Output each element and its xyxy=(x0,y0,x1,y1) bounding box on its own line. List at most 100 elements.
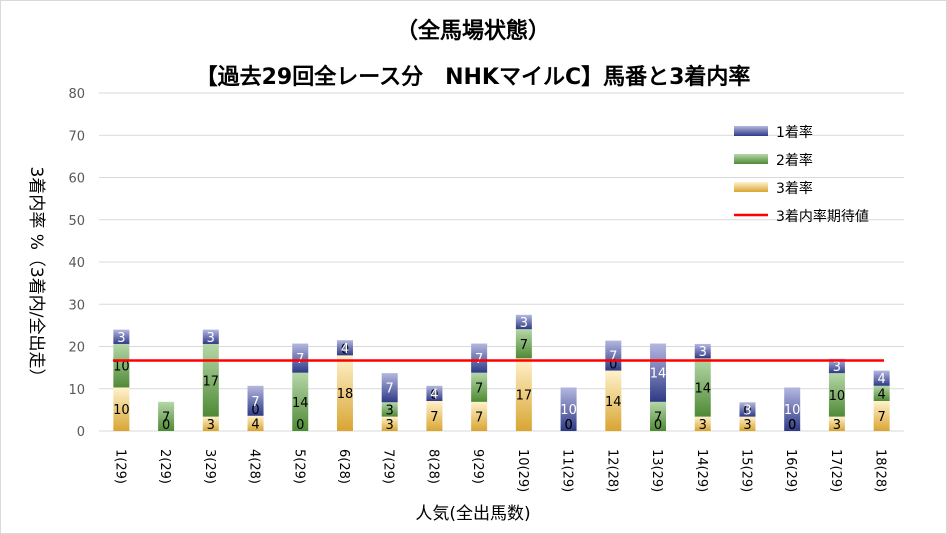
data-label: 0 xyxy=(251,403,259,418)
data-label: 0 xyxy=(788,418,796,433)
data-label: 3 xyxy=(386,418,394,433)
data-label: 0 xyxy=(162,418,170,433)
bar-segment xyxy=(292,343,309,373)
x-axis-label: 人気(全出馬数) xyxy=(415,504,530,524)
y-tick-label: 80 xyxy=(68,87,85,102)
bar-segment xyxy=(560,387,577,431)
y-axis-label: 3着内率 %（3着内/全出走） xyxy=(26,167,46,386)
bar-segment xyxy=(515,358,532,431)
legend-label: 3着内率期待値 xyxy=(776,208,869,225)
data-label: 0 xyxy=(609,358,617,373)
x-axis-ticks: 1(29) 2(29) 3(29) 4(28) 5(29) 6(28) 7(29) 8(28)… xyxy=(112,449,887,492)
data-label: 7 xyxy=(475,410,483,425)
data-label: 4 xyxy=(341,342,349,357)
bar-segment xyxy=(336,355,353,431)
bar-segment xyxy=(828,373,845,417)
data-label: 3 xyxy=(833,360,841,375)
bar-segment xyxy=(694,358,711,417)
data-label: 7 xyxy=(520,338,528,353)
data-label: 7 xyxy=(251,395,259,410)
data-label: 3 xyxy=(520,316,528,331)
x-tick-label: 10(29) xyxy=(515,449,530,492)
legend: 1着率 2着率 3着率 3着内率期待値 xyxy=(734,124,869,225)
y-tick-label: 50 xyxy=(68,214,85,229)
bar-segment xyxy=(650,401,667,431)
y-axis-ticks: 0 10 20 30 40 50 60 70 80 xyxy=(68,87,85,440)
bar-segment xyxy=(292,372,309,431)
x-tick-label: 12(28) xyxy=(604,449,619,492)
bar-segment xyxy=(202,343,219,417)
data-label: 4 xyxy=(877,372,885,387)
data-label: 3 xyxy=(386,403,394,418)
bar-segment xyxy=(381,402,398,417)
y-tick-label: 10 xyxy=(68,383,85,398)
data-label: 14 xyxy=(694,381,711,396)
bar-segment xyxy=(381,373,398,403)
data-label: 14 xyxy=(650,367,667,382)
bar-segment xyxy=(426,385,443,402)
x-tick-label: 14(29) xyxy=(694,449,709,492)
bar-segment xyxy=(202,329,219,344)
y-tick-label: 20 xyxy=(68,341,85,356)
legend-swatch xyxy=(734,182,768,192)
data-label: 4 xyxy=(430,387,438,402)
data-label: 0 xyxy=(162,389,170,404)
bar-segment xyxy=(336,340,353,356)
data-label: 0 xyxy=(743,404,751,419)
bars xyxy=(113,314,890,431)
data-label: 0 xyxy=(564,418,572,433)
data-label: 10 xyxy=(113,360,130,375)
data-label: 0 xyxy=(430,388,438,403)
x-tick-label: 15(29) xyxy=(738,449,753,492)
data-label: 3 xyxy=(117,331,125,346)
bar-segment xyxy=(471,343,488,373)
x-tick-label: 4(28) xyxy=(247,449,262,484)
legend-label: 1着率 xyxy=(776,124,813,141)
bar-segment xyxy=(247,385,264,416)
data-label: 3 xyxy=(207,418,215,433)
y-tick-label: 30 xyxy=(68,298,85,313)
data-label: 4 xyxy=(251,417,259,432)
bar-segment xyxy=(605,340,622,371)
bar-segment xyxy=(739,416,756,431)
x-tick-label: 18(28) xyxy=(873,449,888,492)
x-tick-label: 3(29) xyxy=(202,449,217,484)
data-label: 10 xyxy=(560,403,577,418)
bar-segment xyxy=(113,387,130,431)
x-tick-label: 9(29) xyxy=(470,449,485,484)
x-tick-label: 17(29) xyxy=(828,449,843,492)
bar-segment xyxy=(113,329,130,344)
bar-segment xyxy=(202,416,219,431)
data-label: 10 xyxy=(829,389,846,404)
legend-swatch xyxy=(734,126,768,136)
y-tick-label: 0 xyxy=(77,425,85,440)
x-tick-label: 1(29) xyxy=(112,449,127,484)
data-label: 17 xyxy=(203,374,220,389)
x-tick-label: 13(29) xyxy=(649,449,664,492)
bar-segment xyxy=(873,370,890,386)
data-label: 7 xyxy=(386,382,394,397)
y-tick-label: 40 xyxy=(68,256,85,271)
bar-segment xyxy=(694,343,711,359)
bar-segment xyxy=(158,401,175,431)
bar-segment xyxy=(515,329,532,359)
data-label: 0 xyxy=(654,418,662,433)
chart-title: （全馬場状態） xyxy=(396,18,550,44)
data-label: 0 xyxy=(296,418,304,433)
data-label: 4 xyxy=(877,387,885,402)
legend-swatch xyxy=(734,154,768,164)
data-label: 17 xyxy=(516,389,533,404)
data-label: 0 xyxy=(341,342,349,357)
bar-segment xyxy=(471,372,488,402)
legend-label: 2着率 xyxy=(776,152,813,169)
bar-segment xyxy=(650,343,667,402)
data-label: 3 xyxy=(833,418,841,433)
data-label: 10 xyxy=(784,403,801,418)
bar-segment xyxy=(828,358,845,374)
x-tick-label: 6(28) xyxy=(336,449,351,484)
data-label: 3 xyxy=(699,418,707,433)
y-tick-label: 70 xyxy=(68,129,85,144)
legend-label: 3着率 xyxy=(776,180,813,197)
bar-segment xyxy=(471,401,488,431)
